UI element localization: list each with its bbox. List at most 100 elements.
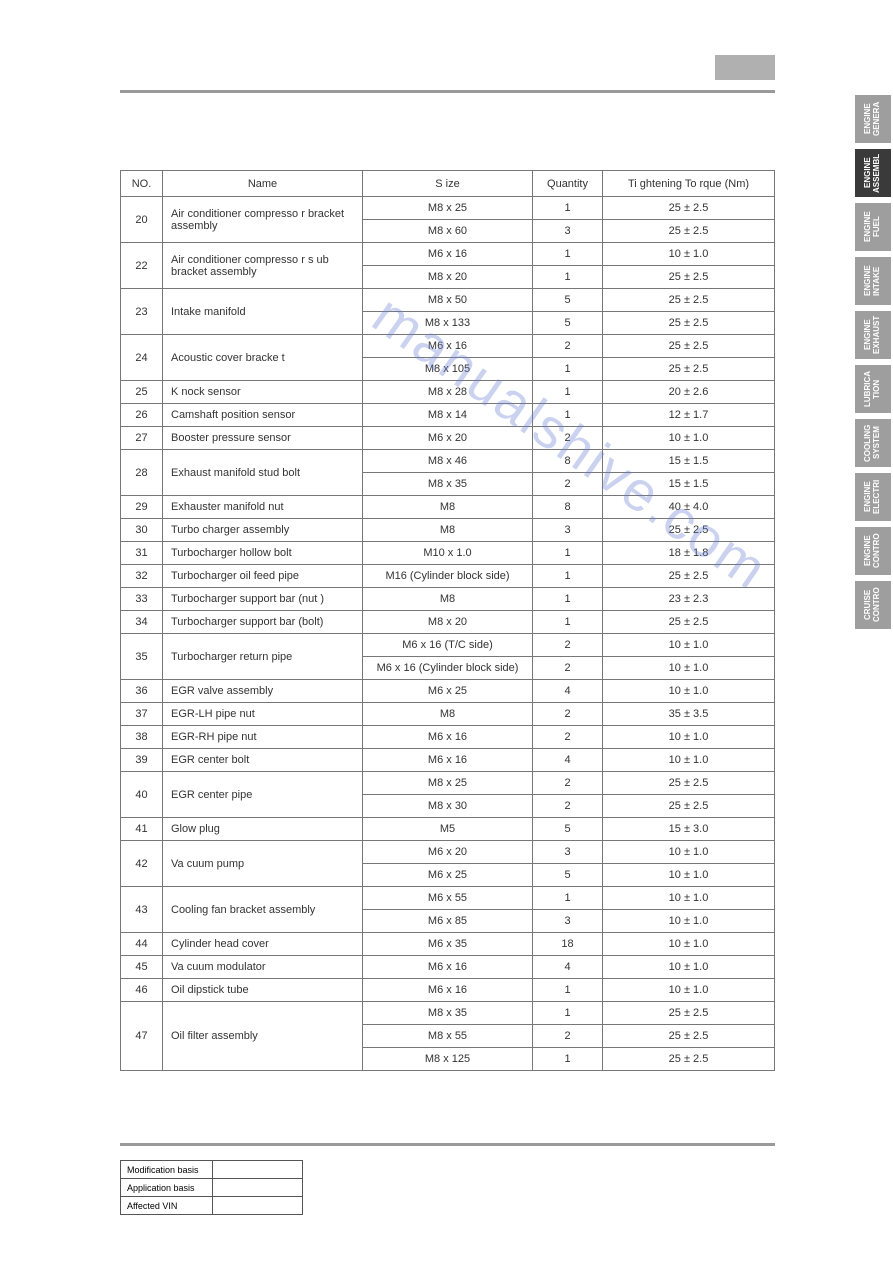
cell-torque: 25 ± 2.5 — [603, 1025, 775, 1048]
cell-no: 37 — [121, 703, 163, 726]
cell-size: M6 x 25 — [363, 864, 533, 887]
cell-quantity: 2 — [533, 703, 603, 726]
footer-row: Modification basis — [121, 1161, 303, 1179]
side-tab[interactable]: ENGINE FUEL — [855, 203, 891, 251]
cell-no: 41 — [121, 818, 163, 841]
cell-quantity: 4 — [533, 956, 603, 979]
cell-quantity: 2 — [533, 726, 603, 749]
footer-row: Application basis — [121, 1179, 303, 1197]
cell-name: Glow plug — [163, 818, 363, 841]
table-row: 35Turbocharger return pipeM6 x 16 (T/C s… — [121, 634, 775, 657]
cell-torque: 10 ± 1.0 — [603, 933, 775, 956]
cell-quantity: 2 — [533, 634, 603, 657]
cell-name: Cylinder head cover — [163, 933, 363, 956]
footer-meta-table: Modification basisApplication basisAffec… — [120, 1160, 303, 1215]
side-tab[interactable]: LUBRICA TION — [855, 365, 891, 413]
cell-size: M6 x 16 (T/C side) — [363, 634, 533, 657]
cell-torque: 25 ± 2.5 — [603, 1048, 775, 1071]
cell-no: 47 — [121, 1002, 163, 1071]
table-row: 41Glow plugM5515 ± 3.0 — [121, 818, 775, 841]
cell-quantity: 1 — [533, 358, 603, 381]
cell-quantity: 1 — [533, 1048, 603, 1071]
table-row: 23Intake manifoldM8 x 50525 ± 2.5 — [121, 289, 775, 312]
cell-no: 34 — [121, 611, 163, 634]
cell-quantity: 3 — [533, 841, 603, 864]
cell-size: M8 x 14 — [363, 404, 533, 427]
col-torque: Ti ghtening To rque (Nm) — [603, 171, 775, 197]
cell-torque: 40 ± 4.0 — [603, 496, 775, 519]
table-row: 22Air conditioner compresso r s ub brack… — [121, 243, 775, 266]
cell-quantity: 5 — [533, 312, 603, 335]
side-tab[interactable]: ENGINE CONTRO — [855, 527, 891, 575]
side-tab[interactable]: ENGINE EXHAUST — [855, 311, 891, 359]
cell-size: M8 x 30 — [363, 795, 533, 818]
cell-no: 29 — [121, 496, 163, 519]
side-tab[interactable]: ENGINE GENERA — [855, 95, 891, 143]
torque-table-wrap: NO. Name S ize Quantity Ti ghtening To r… — [120, 170, 775, 1071]
cell-torque: 35 ± 3.5 — [603, 703, 775, 726]
table-row: 20Air conditioner compresso r bracket as… — [121, 197, 775, 220]
table-row: 32Turbocharger oil feed pipeM16 (Cylinde… — [121, 565, 775, 588]
cell-quantity: 2 — [533, 1025, 603, 1048]
col-name: Name — [163, 171, 363, 197]
cell-torque: 10 ± 1.0 — [603, 749, 775, 772]
cell-no: 45 — [121, 956, 163, 979]
cell-size: M8 — [363, 519, 533, 542]
table-row: 37EGR-LH pipe nutM8235 ± 3.5 — [121, 703, 775, 726]
cell-quantity: 5 — [533, 864, 603, 887]
cell-torque: 25 ± 2.5 — [603, 611, 775, 634]
cell-quantity: 1 — [533, 887, 603, 910]
cell-torque: 10 ± 1.0 — [603, 634, 775, 657]
side-tabs: ENGINE GENERA ENGINE ASSEMBL ENGINE FUEL EN… — [855, 95, 891, 629]
table-row: 39EGR center boltM6 x 16410 ± 1.0 — [121, 749, 775, 772]
cell-size: M10 x 1.0 — [363, 542, 533, 565]
side-tab[interactable]: ENGINE ASSEMBL — [855, 149, 891, 197]
cell-torque: 25 ± 2.5 — [603, 795, 775, 818]
footer-label: Modification basis — [121, 1161, 213, 1179]
header-gray-box — [715, 55, 775, 80]
cell-name: EGR valve assembly — [163, 680, 363, 703]
cell-size: M8 x 20 — [363, 266, 533, 289]
cell-name: Turbocharger oil feed pipe — [163, 565, 363, 588]
cell-name: Air conditioner compresso r bracket asse… — [163, 197, 363, 243]
cell-torque: 25 ± 2.5 — [603, 289, 775, 312]
cell-no: 35 — [121, 634, 163, 680]
side-tab[interactable]: ENGINE ELECTRI — [855, 473, 891, 521]
cell-size: M6 x 20 — [363, 427, 533, 450]
table-row: 42Va cuum pumpM6 x 20310 ± 1.0 — [121, 841, 775, 864]
cell-no: 40 — [121, 772, 163, 818]
cell-no: 42 — [121, 841, 163, 887]
cell-size: M6 x 16 — [363, 749, 533, 772]
cell-size: M6 x 20 — [363, 841, 533, 864]
footer-rule — [120, 1143, 775, 1146]
cell-quantity: 5 — [533, 289, 603, 312]
cell-name: EGR-LH pipe nut — [163, 703, 363, 726]
cell-torque: 10 ± 1.0 — [603, 243, 775, 266]
cell-name: Va cuum modulator — [163, 956, 363, 979]
col-no: NO. — [121, 171, 163, 197]
cell-no: 32 — [121, 565, 163, 588]
cell-torque: 25 ± 2.5 — [603, 266, 775, 289]
cell-torque: 10 ± 1.0 — [603, 427, 775, 450]
cell-no: 33 — [121, 588, 163, 611]
cell-torque: 20 ± 2.6 — [603, 381, 775, 404]
cell-size: M6 x 16 (Cylinder block side) — [363, 657, 533, 680]
cell-name: EGR center bolt — [163, 749, 363, 772]
cell-torque: 10 ± 1.0 — [603, 680, 775, 703]
cell-torque: 12 ± 1.7 — [603, 404, 775, 427]
cell-torque: 15 ± 1.5 — [603, 473, 775, 496]
table-row: 29Exhauster manifold nutM8840 ± 4.0 — [121, 496, 775, 519]
cell-no: 26 — [121, 404, 163, 427]
side-tab[interactable]: ENGINE INTAKE — [855, 257, 891, 305]
cell-torque: 25 ± 2.5 — [603, 220, 775, 243]
table-row: 31Turbocharger hollow boltM10 x 1.0118 ±… — [121, 542, 775, 565]
cell-size: M8 x 105 — [363, 358, 533, 381]
side-tab[interactable]: CRUISE CONTRO — [855, 581, 891, 629]
header-rule — [120, 90, 775, 93]
side-tab[interactable]: COOLING SYSTEM — [855, 419, 891, 467]
cell-no: 36 — [121, 680, 163, 703]
cell-size: M8 x 133 — [363, 312, 533, 335]
cell-quantity: 1 — [533, 565, 603, 588]
cell-torque: 10 ± 1.0 — [603, 841, 775, 864]
cell-size: M8 x 35 — [363, 1002, 533, 1025]
